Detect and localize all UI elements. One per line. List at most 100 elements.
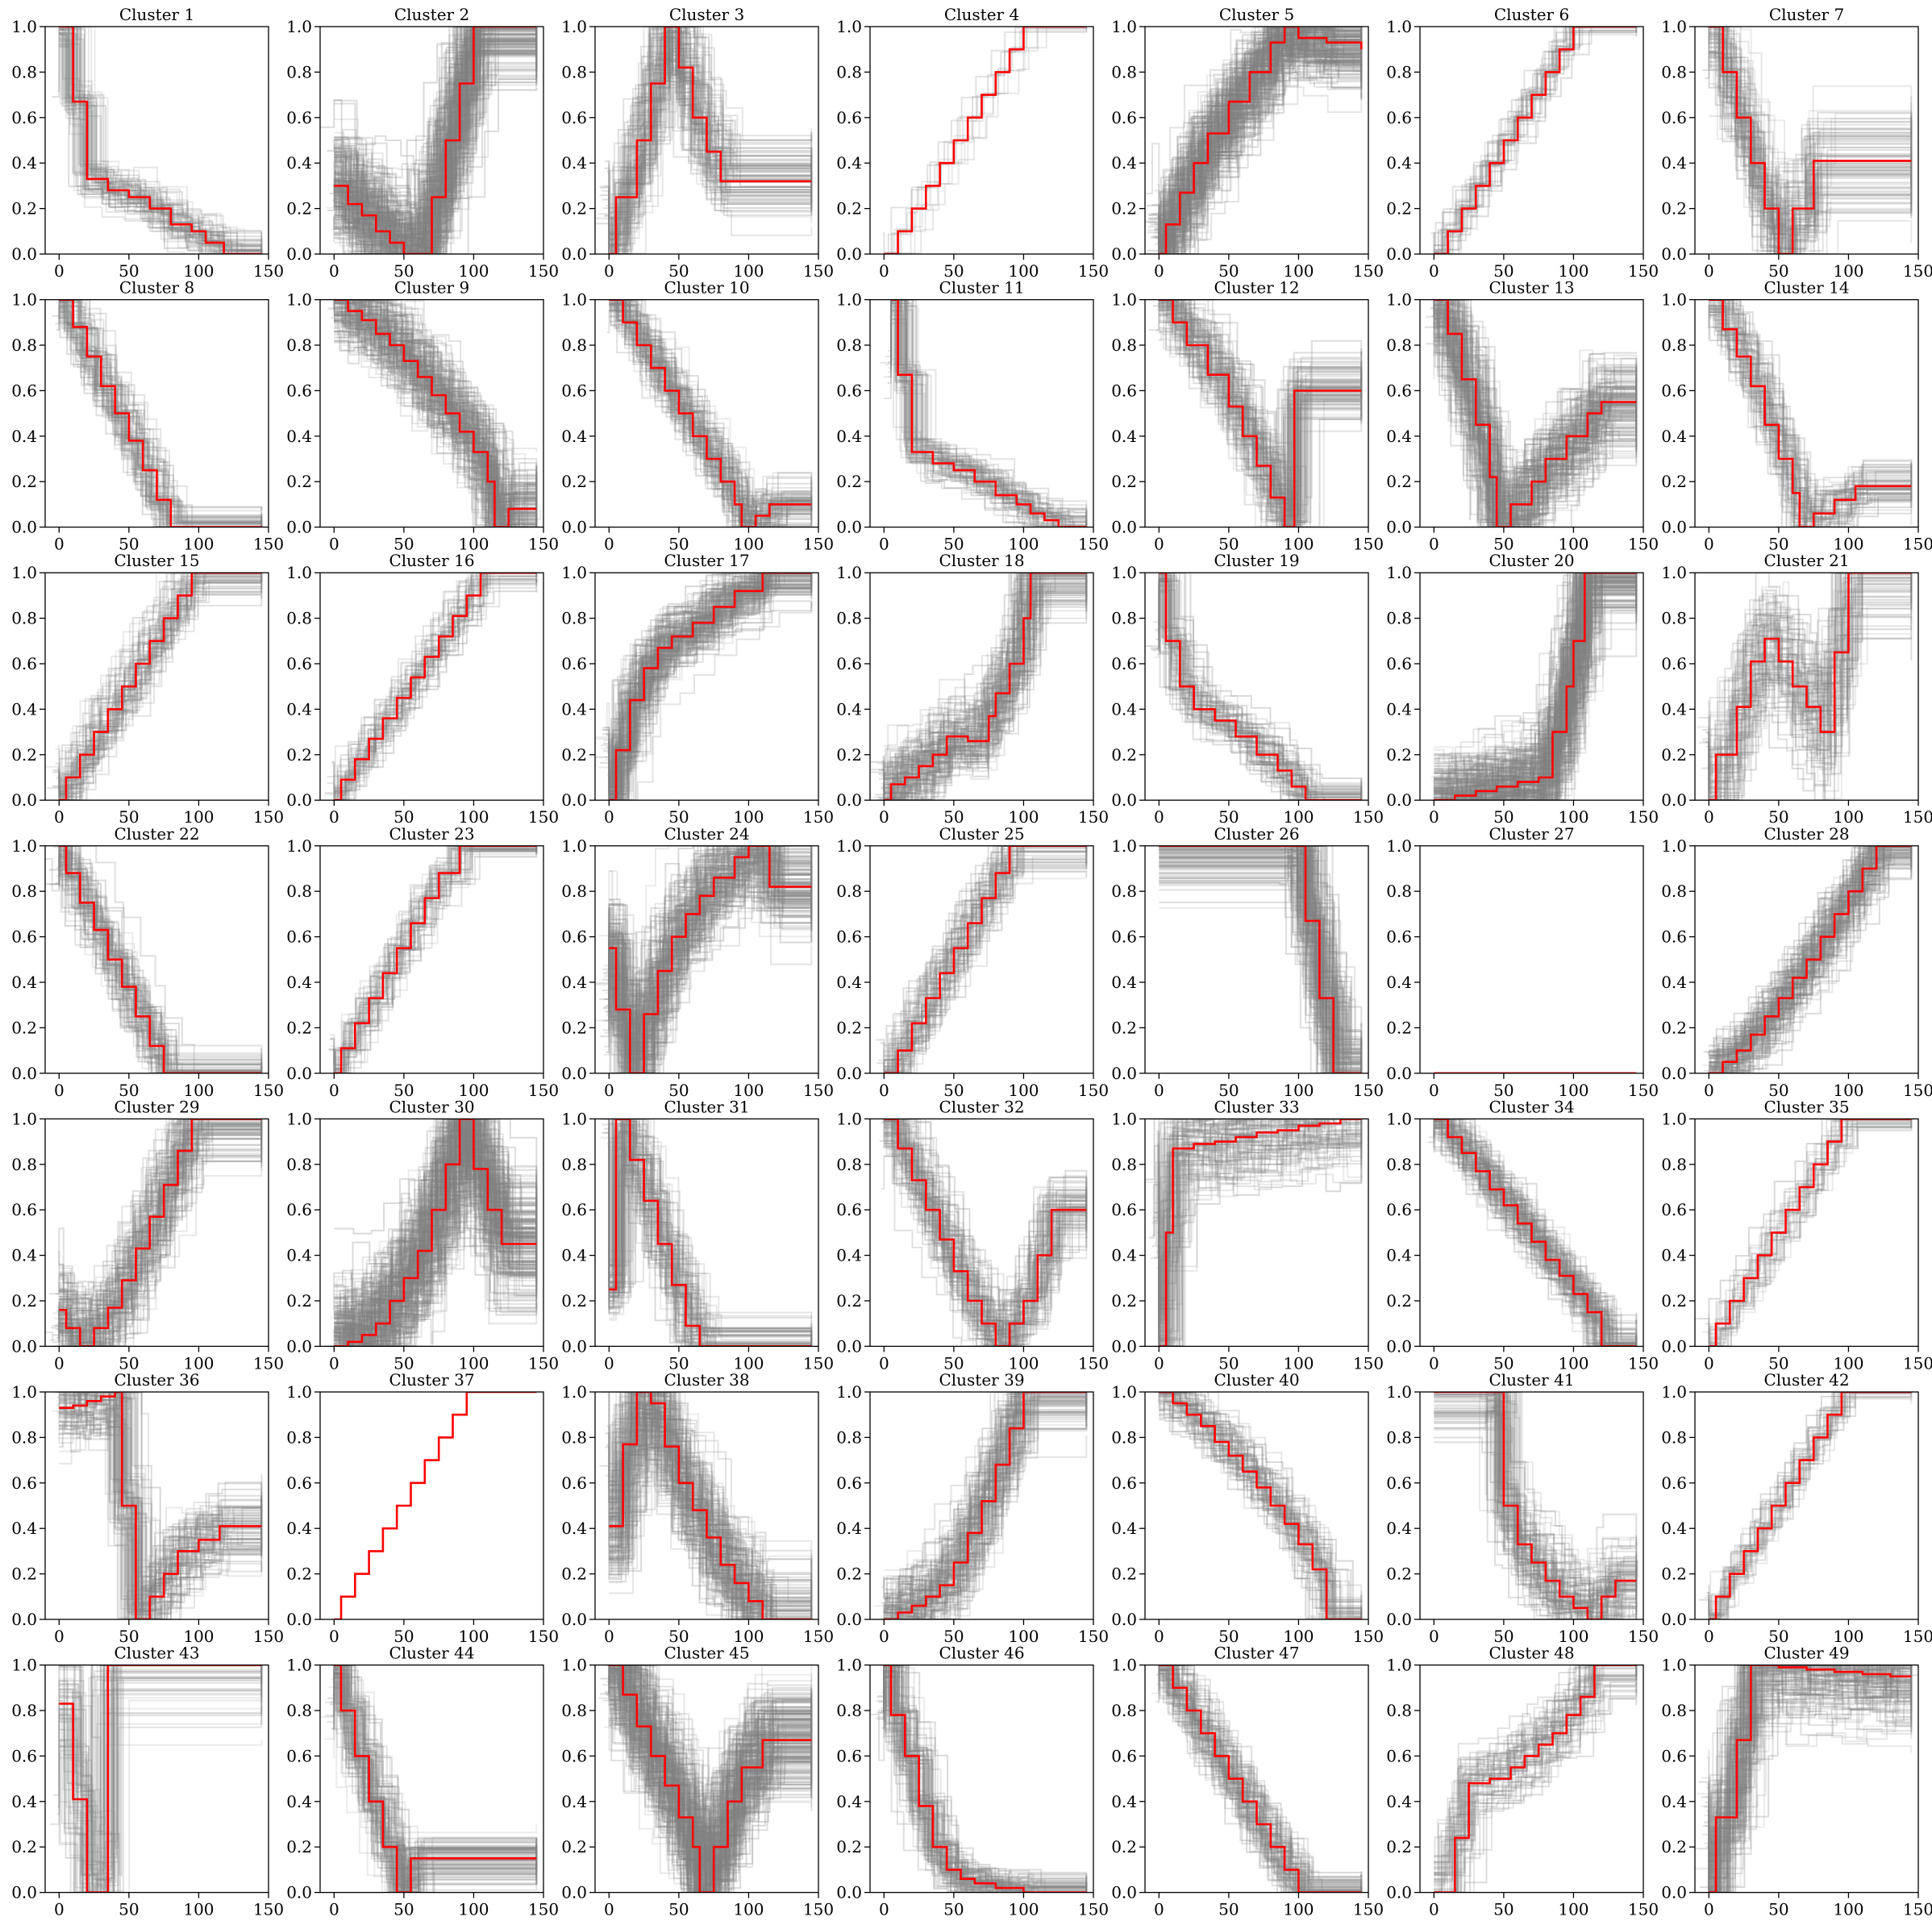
member-series-line bbox=[1159, 27, 1363, 243]
member-series-line bbox=[1434, 299, 1638, 527]
member-series-line bbox=[609, 299, 813, 521]
member-series-line bbox=[59, 27, 263, 241]
x-tick-label: 150 bbox=[253, 535, 284, 554]
member-series-line bbox=[609, 573, 812, 801]
panel-title: Cluster 41 bbox=[1489, 1370, 1574, 1390]
member-series-line bbox=[602, 845, 813, 1056]
member-series-line bbox=[1709, 573, 1912, 789]
member-series-line bbox=[891, 315, 1087, 527]
member-series-line bbox=[609, 573, 813, 795]
x-tick-label: 0 bbox=[329, 261, 339, 281]
member-series-line bbox=[609, 29, 813, 254]
member-series-line bbox=[884, 575, 1088, 801]
member-series-line bbox=[334, 27, 538, 252]
member-series-line bbox=[1709, 302, 1913, 525]
member-series-line bbox=[327, 299, 538, 527]
member-series-line bbox=[609, 573, 813, 801]
y-tick-label: 1.0 bbox=[561, 1382, 587, 1402]
member-series-line bbox=[334, 52, 538, 254]
y-tick-label: 0.2 bbox=[11, 472, 37, 491]
x-tick-label: 50 bbox=[393, 807, 414, 827]
member-series-line bbox=[1156, 27, 1363, 252]
member-series-line bbox=[334, 75, 538, 254]
member-series-line bbox=[59, 306, 262, 527]
member-series-line bbox=[1159, 44, 1363, 254]
member-series-line bbox=[334, 27, 537, 221]
member-series-line bbox=[1709, 27, 1913, 235]
member-series-line bbox=[1434, 575, 1638, 801]
member-series-line bbox=[334, 88, 538, 254]
member-series-line bbox=[328, 848, 538, 1073]
plot-area bbox=[1145, 27, 1363, 254]
member-series-line bbox=[891, 300, 1088, 527]
member-series-line bbox=[1709, 306, 1913, 527]
member-series-line bbox=[1434, 304, 1638, 487]
member-series-line bbox=[1159, 49, 1363, 254]
member-series-line bbox=[609, 573, 813, 801]
member-series-line bbox=[870, 573, 1088, 781]
member-series-line bbox=[606, 573, 812, 789]
centroid-series-line bbox=[884, 573, 1087, 801]
member-series-line bbox=[609, 579, 813, 801]
y-tick-label: 0.4 bbox=[561, 1519, 587, 1538]
member-series-line bbox=[1709, 314, 1913, 527]
x-tick-label: 100 bbox=[1558, 261, 1588, 281]
member-series-line bbox=[608, 845, 813, 1070]
member-series-line bbox=[1709, 27, 1913, 227]
member-series-line bbox=[1149, 27, 1363, 237]
member-series-line bbox=[334, 573, 537, 797]
member-series-line bbox=[1159, 299, 1363, 497]
member-series-line bbox=[1434, 322, 1638, 527]
y-tick-label: 0.6 bbox=[1661, 927, 1687, 947]
member-series-line bbox=[59, 307, 262, 527]
member-series-line bbox=[1709, 299, 1913, 523]
member-series-line bbox=[609, 573, 813, 801]
member-series-line bbox=[1159, 45, 1363, 254]
member-series-line bbox=[59, 845, 263, 1073]
member-series-line bbox=[1159, 580, 1362, 801]
y-tick-label: 0.8 bbox=[1661, 62, 1687, 81]
member-series-line bbox=[1155, 27, 1363, 254]
member-series-line bbox=[1709, 616, 1913, 801]
y-tick-label: 0.6 bbox=[836, 381, 862, 400]
member-series-line bbox=[1145, 27, 1363, 254]
member-series-line bbox=[1709, 46, 1913, 233]
x-tick-label: 0 bbox=[879, 807, 889, 827]
member-series-line bbox=[334, 27, 538, 254]
member-series-line bbox=[1434, 576, 1638, 801]
member-series-line bbox=[324, 584, 538, 800]
member-series-line bbox=[1159, 27, 1362, 236]
member-series-line bbox=[884, 586, 1088, 801]
member-series-line bbox=[606, 573, 812, 774]
member-series-line bbox=[609, 573, 813, 801]
member-series-line bbox=[1709, 27, 1913, 231]
member-series-line bbox=[1709, 56, 1913, 254]
member-series-line bbox=[334, 27, 537, 254]
member-series-line bbox=[334, 31, 538, 254]
member-series-line bbox=[334, 314, 538, 526]
member-series-line bbox=[334, 27, 537, 245]
y-tick-label: 0.2 bbox=[11, 199, 37, 219]
member-series-line bbox=[884, 27, 1087, 254]
panel-title: Cluster 34 bbox=[1489, 1097, 1574, 1116]
member-series-line bbox=[879, 573, 1088, 793]
member-series-line bbox=[609, 573, 813, 801]
member-series-line bbox=[334, 314, 538, 527]
member-series-line bbox=[876, 573, 1088, 801]
member-series-line bbox=[59, 37, 262, 254]
x-tick-label: 0 bbox=[879, 535, 889, 554]
member-series-line bbox=[59, 845, 263, 1073]
x-tick-label: 50 bbox=[119, 807, 139, 827]
y-tick-label: 0.8 bbox=[1111, 609, 1137, 628]
member-series-line bbox=[329, 845, 537, 1066]
member-series-line bbox=[1159, 299, 1363, 524]
member-series-line bbox=[1159, 60, 1363, 254]
member-series-line bbox=[609, 27, 813, 209]
member-series-line bbox=[609, 299, 813, 523]
member-series-line bbox=[1434, 573, 1638, 801]
y-tick-label: 0.6 bbox=[561, 654, 587, 673]
member-series-line bbox=[609, 573, 812, 792]
member-series-line bbox=[884, 573, 1088, 801]
